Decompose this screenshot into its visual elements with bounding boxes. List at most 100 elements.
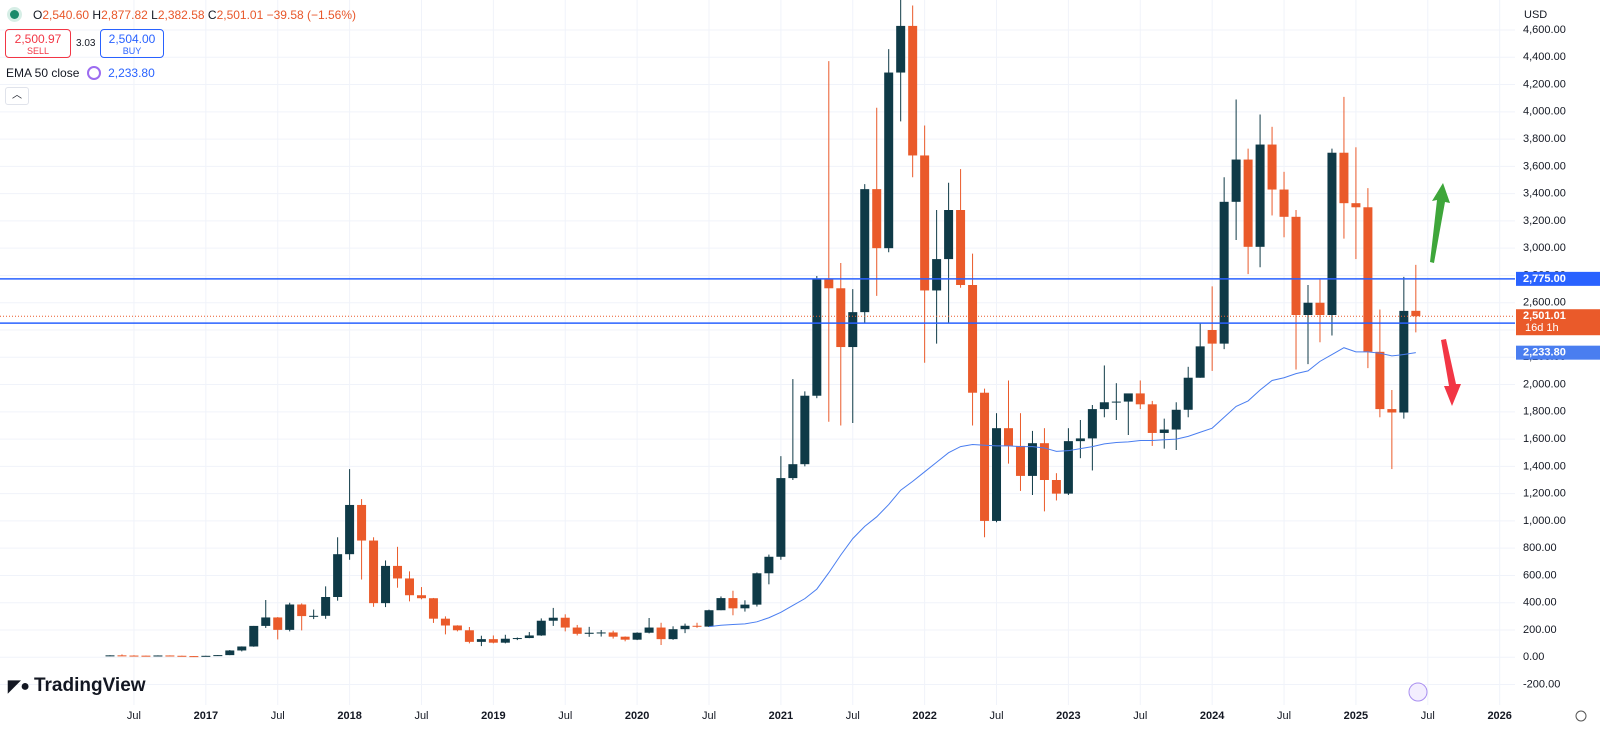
y-tick-label: 3,800.00 — [1523, 133, 1566, 145]
collapse-button[interactable]: ︿ — [5, 87, 29, 105]
buy-price: 2,504.00 — [108, 32, 156, 46]
candle-body — [1399, 310, 1409, 413]
value: 2,540.60 — [42, 8, 90, 22]
candle-body — [872, 189, 882, 249]
candle-body — [1135, 393, 1145, 405]
candle-body — [141, 655, 151, 657]
x-tick-label: 2018 — [337, 710, 361, 722]
sell-button[interactable]: 2,500.97 SELL — [5, 29, 71, 58]
candle-body — [369, 540, 379, 604]
candle-body — [836, 288, 846, 348]
y-tick-label: 1,000.00 — [1523, 515, 1566, 527]
candle-body — [1303, 302, 1313, 315]
candle-body — [105, 655, 115, 657]
candle-body — [716, 598, 726, 611]
candle-body — [464, 630, 474, 642]
candle-body — [800, 395, 810, 465]
candle-body — [1351, 203, 1361, 208]
y-tick-label: 600.00 — [1523, 569, 1557, 581]
y-tick-label: 4,600.00 — [1523, 24, 1566, 36]
candle-body — [944, 210, 954, 260]
candle-body — [536, 620, 546, 636]
candle-body — [1255, 144, 1265, 247]
ema-line — [708, 347, 1416, 628]
candle-body — [560, 617, 570, 628]
logo-text: TradingView — [33, 675, 146, 696]
x-tick-label: 2017 — [194, 710, 218, 722]
candle-body — [1147, 404, 1157, 433]
candle-body — [788, 464, 798, 479]
candle-body — [201, 655, 211, 657]
assistant-icon[interactable] — [1408, 682, 1428, 702]
ema-axis-label: 2,233.80 — [1523, 347, 1566, 359]
change: −39.58 (−1.56%) — [266, 8, 357, 22]
candle-body — [596, 632, 606, 634]
candle-body — [1075, 438, 1085, 442]
x-tick-label: Jul — [1421, 710, 1435, 722]
x-tick-label: Jul — [414, 710, 428, 722]
candle-body — [1279, 189, 1289, 217]
y-tick-label: 3,400.00 — [1523, 188, 1566, 200]
x-tick-label: Jul — [1277, 710, 1291, 722]
up-arrow — [1430, 183, 1450, 263]
candle-body — [620, 636, 630, 640]
candle-body — [1039, 443, 1049, 480]
candle-body — [1159, 429, 1169, 433]
value: 2,501.01 — [216, 8, 264, 22]
last-price-box — [1516, 309, 1600, 336]
candle-body — [500, 638, 510, 643]
candle-body — [956, 210, 966, 285]
y-tick-label: 2,000.00 — [1523, 378, 1566, 390]
candle-body — [524, 635, 534, 639]
y-tick-label: 0.00 — [1523, 651, 1544, 663]
x-tick-label: 2019 — [481, 710, 505, 722]
candle-body — [476, 639, 486, 642]
candle-body — [752, 573, 762, 605]
label: C — [207, 8, 217, 22]
candle-body — [896, 25, 906, 73]
settings-icon[interactable] — [1575, 710, 1587, 722]
y-tick-label: -200.00 — [1523, 678, 1560, 690]
candle-body — [1171, 409, 1181, 430]
candle-body — [381, 565, 391, 604]
y-tick-label: 1,400.00 — [1523, 460, 1566, 472]
y-tick-label: 3,200.00 — [1523, 215, 1566, 227]
candle-body — [117, 655, 127, 657]
spread: 3.03 — [76, 38, 96, 49]
candle-body — [1051, 480, 1061, 494]
candle-body — [1004, 428, 1013, 446]
candle-body — [1027, 443, 1037, 476]
ema-name: EMA 50 close — [6, 66, 80, 80]
candle-body — [584, 632, 594, 634]
candle-body — [740, 604, 750, 609]
candle-body — [644, 627, 654, 633]
ema-icon[interactable] — [86, 66, 101, 80]
candle-body — [512, 638, 522, 640]
candle-body — [405, 578, 414, 596]
last-price-label: 2,501.01 — [1523, 310, 1566, 322]
ema-label-box — [1516, 345, 1600, 360]
logo-mark: ◤● — [8, 678, 30, 695]
x-tick-label: 2023 — [1056, 710, 1080, 722]
candle-body — [1123, 393, 1133, 402]
buy-button[interactable]: 2,504.00 BUY — [100, 29, 164, 58]
candle-body — [345, 504, 355, 555]
label: O — [33, 8, 43, 22]
currency: USD — [1524, 9, 1548, 21]
candle-body — [776, 478, 786, 557]
candle-body — [764, 556, 774, 574]
candle-body — [1099, 402, 1109, 410]
candle-body — [309, 615, 319, 617]
candle-body — [1063, 441, 1073, 494]
x-tick-label: Jul — [846, 710, 860, 722]
candle-body — [1195, 346, 1205, 378]
candle-body — [297, 604, 307, 617]
candle-body — [884, 72, 894, 249]
candle-body — [189, 656, 199, 658]
candle-body — [321, 597, 331, 616]
candle-body — [129, 655, 139, 657]
ohlc-legend: O2,540.60 H2,877.82 L2,382.58 C2,501.01 … — [10, 8, 356, 22]
candle-body — [1243, 159, 1253, 247]
candle-body — [440, 618, 450, 626]
